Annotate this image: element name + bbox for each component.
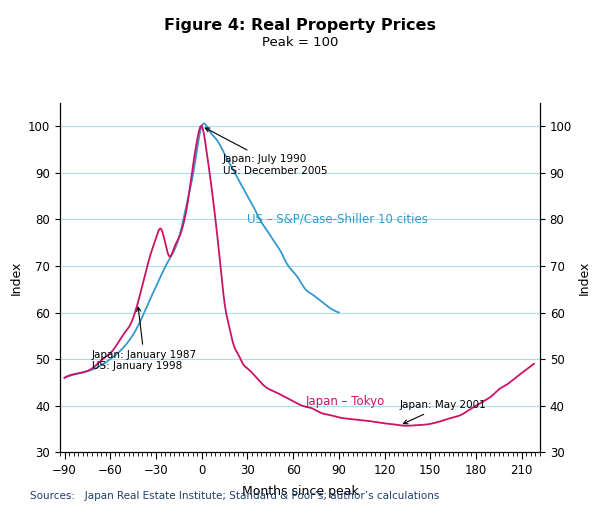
- X-axis label: Months since peak: Months since peak: [242, 485, 358, 499]
- Text: Japan – Tokyo: Japan – Tokyo: [305, 395, 385, 408]
- Y-axis label: Index: Index: [578, 261, 590, 295]
- Text: Figure 4: Real Property Prices: Figure 4: Real Property Prices: [164, 18, 436, 33]
- Text: Japan: January 1987
US: January 1998: Japan: January 1987 US: January 1998: [92, 307, 197, 372]
- Y-axis label: Index: Index: [10, 261, 22, 295]
- Text: Peak = 100: Peak = 100: [262, 36, 338, 49]
- Text: Sources:   Japan Real Estate Institute; Standard & Poor’s; author’s calculations: Sources: Japan Real Estate Institute; St…: [30, 491, 439, 501]
- Text: Japan: July 1990
US: December 2005: Japan: July 1990 US: December 2005: [205, 128, 328, 176]
- Text: Japan: May 2001: Japan: May 2001: [400, 400, 487, 424]
- Text: US – S&P/Case-Shiller 10 cities: US – S&P/Case-Shiller 10 cities: [247, 213, 428, 226]
